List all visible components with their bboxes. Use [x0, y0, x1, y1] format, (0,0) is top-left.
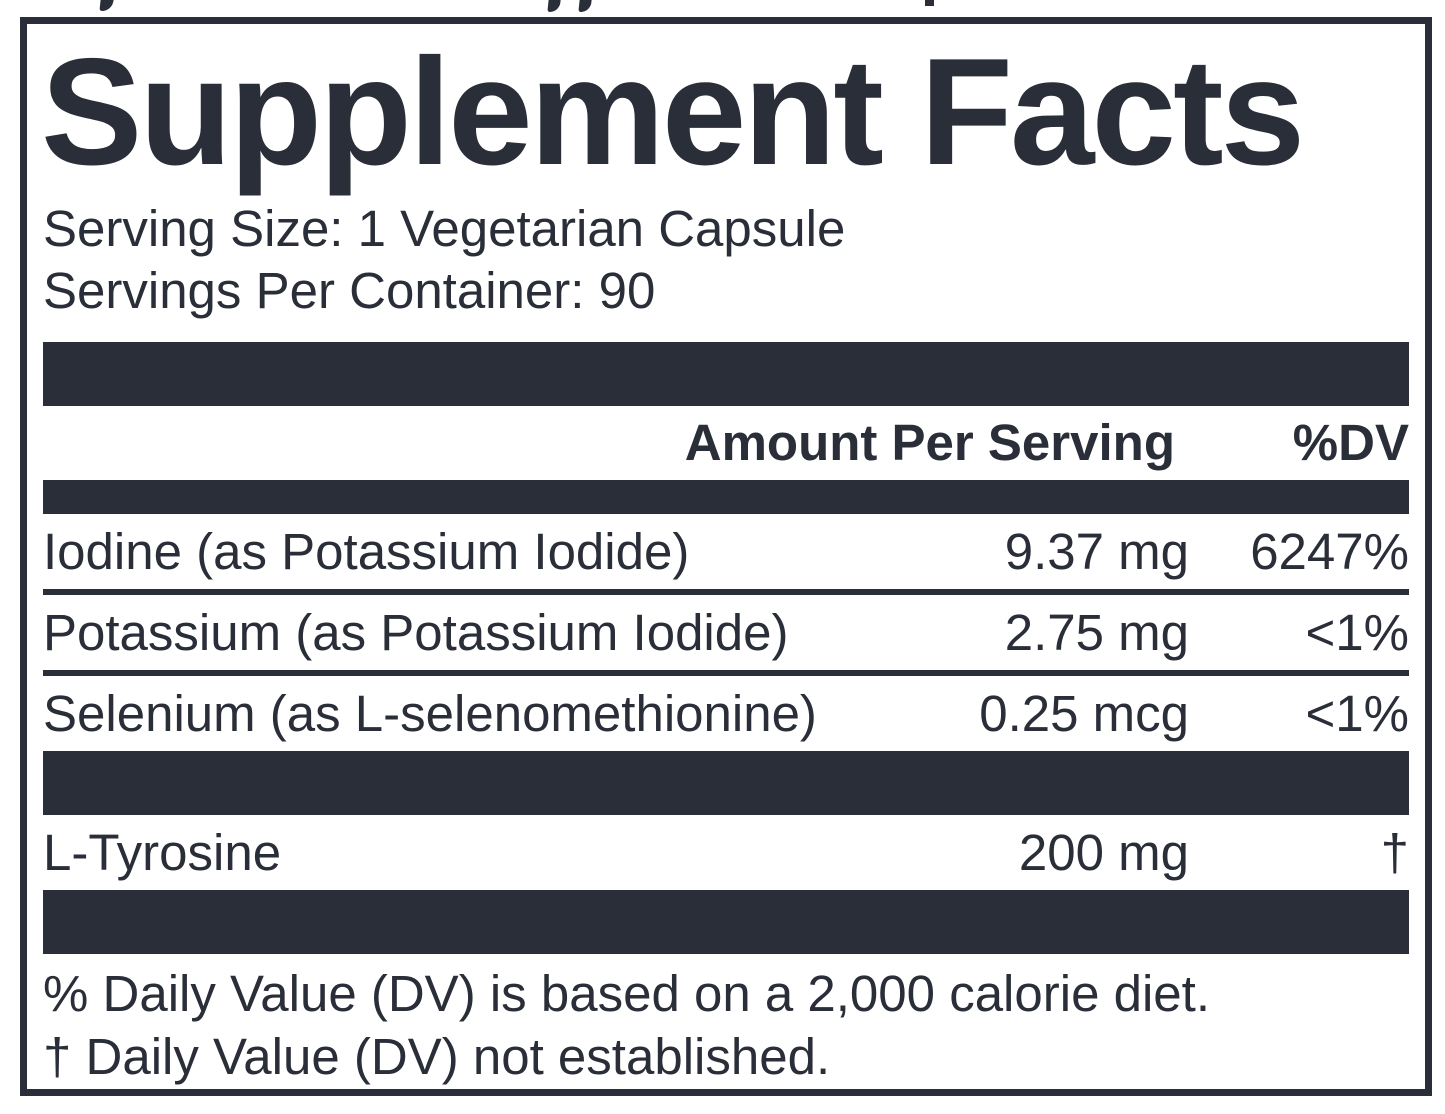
nutrient-amount: 200 mg	[1018, 824, 1189, 881]
nutrient-amount: 2.75 mg	[1004, 604, 1189, 661]
row-separator	[43, 670, 1409, 676]
table-header-row: Amount Per Serving %DV	[43, 406, 1409, 480]
table-row: L-Tyrosine 200 mg †	[43, 815, 1409, 890]
text-descender-fragment	[547, 0, 561, 12]
divider-bar-bottom	[43, 890, 1409, 954]
supplement-facts-panel: Supplement Facts Serving Size: 1 Vegetar…	[20, 17, 1432, 1096]
text-descender-fragment	[925, 0, 934, 6]
text-descender-fragment	[578, 0, 592, 12]
nutrient-dv: <1%	[1305, 604, 1410, 661]
percent-dv-header: %DV	[1292, 414, 1409, 471]
nutrient-amount: 9.37 mg	[1004, 523, 1189, 580]
serving-size: Serving Size: 1 Vegetarian Capsule	[43, 200, 846, 257]
nutrient-name: Selenium (as L-selenomethionine)	[43, 685, 817, 742]
amount-per-serving-header: Amount Per Serving	[684, 414, 1175, 471]
footnote-dagger: † Daily Value (DV) not established.	[43, 1028, 831, 1085]
nutrient-dv: <1%	[1305, 685, 1410, 742]
servings-per-container: Servings Per Container: 90	[43, 262, 656, 319]
footnotes: % Daily Value (DV) is based on a 2,000 c…	[43, 962, 1409, 1088]
nutrient-name: Potassium (as Potassium Iodide)	[43, 604, 789, 661]
panel-title: Supplement Facts	[41, 27, 1305, 197]
nutrient-name: L-Tyrosine	[43, 824, 282, 881]
table-row: Selenium (as L-selenomethionine) 0.25 mc…	[43, 676, 1409, 751]
divider-bar-header	[43, 480, 1409, 514]
table-row: Potassium (as Potassium Iodide) 2.75 mg …	[43, 595, 1409, 670]
divider-bar-top	[43, 342, 1409, 406]
text-descender-fragment	[99, 0, 114, 11]
row-separator	[43, 589, 1409, 595]
cropped-text-fragments	[0, 0, 1445, 17]
nutrient-dv: 6247%	[1250, 523, 1409, 580]
nutrient-dv: †	[1380, 824, 1409, 881]
table-row: Iodine (as Potassium Iodide) 9.37 mg 624…	[43, 514, 1409, 589]
nutrient-amount: 0.25 mcg	[979, 685, 1189, 742]
nutrient-name: Iodine (as Potassium Iodide)	[43, 523, 690, 580]
footnote-daily-value: % Daily Value (DV) is based on a 2,000 c…	[43, 965, 1210, 1022]
divider-bar-middle	[43, 751, 1409, 815]
